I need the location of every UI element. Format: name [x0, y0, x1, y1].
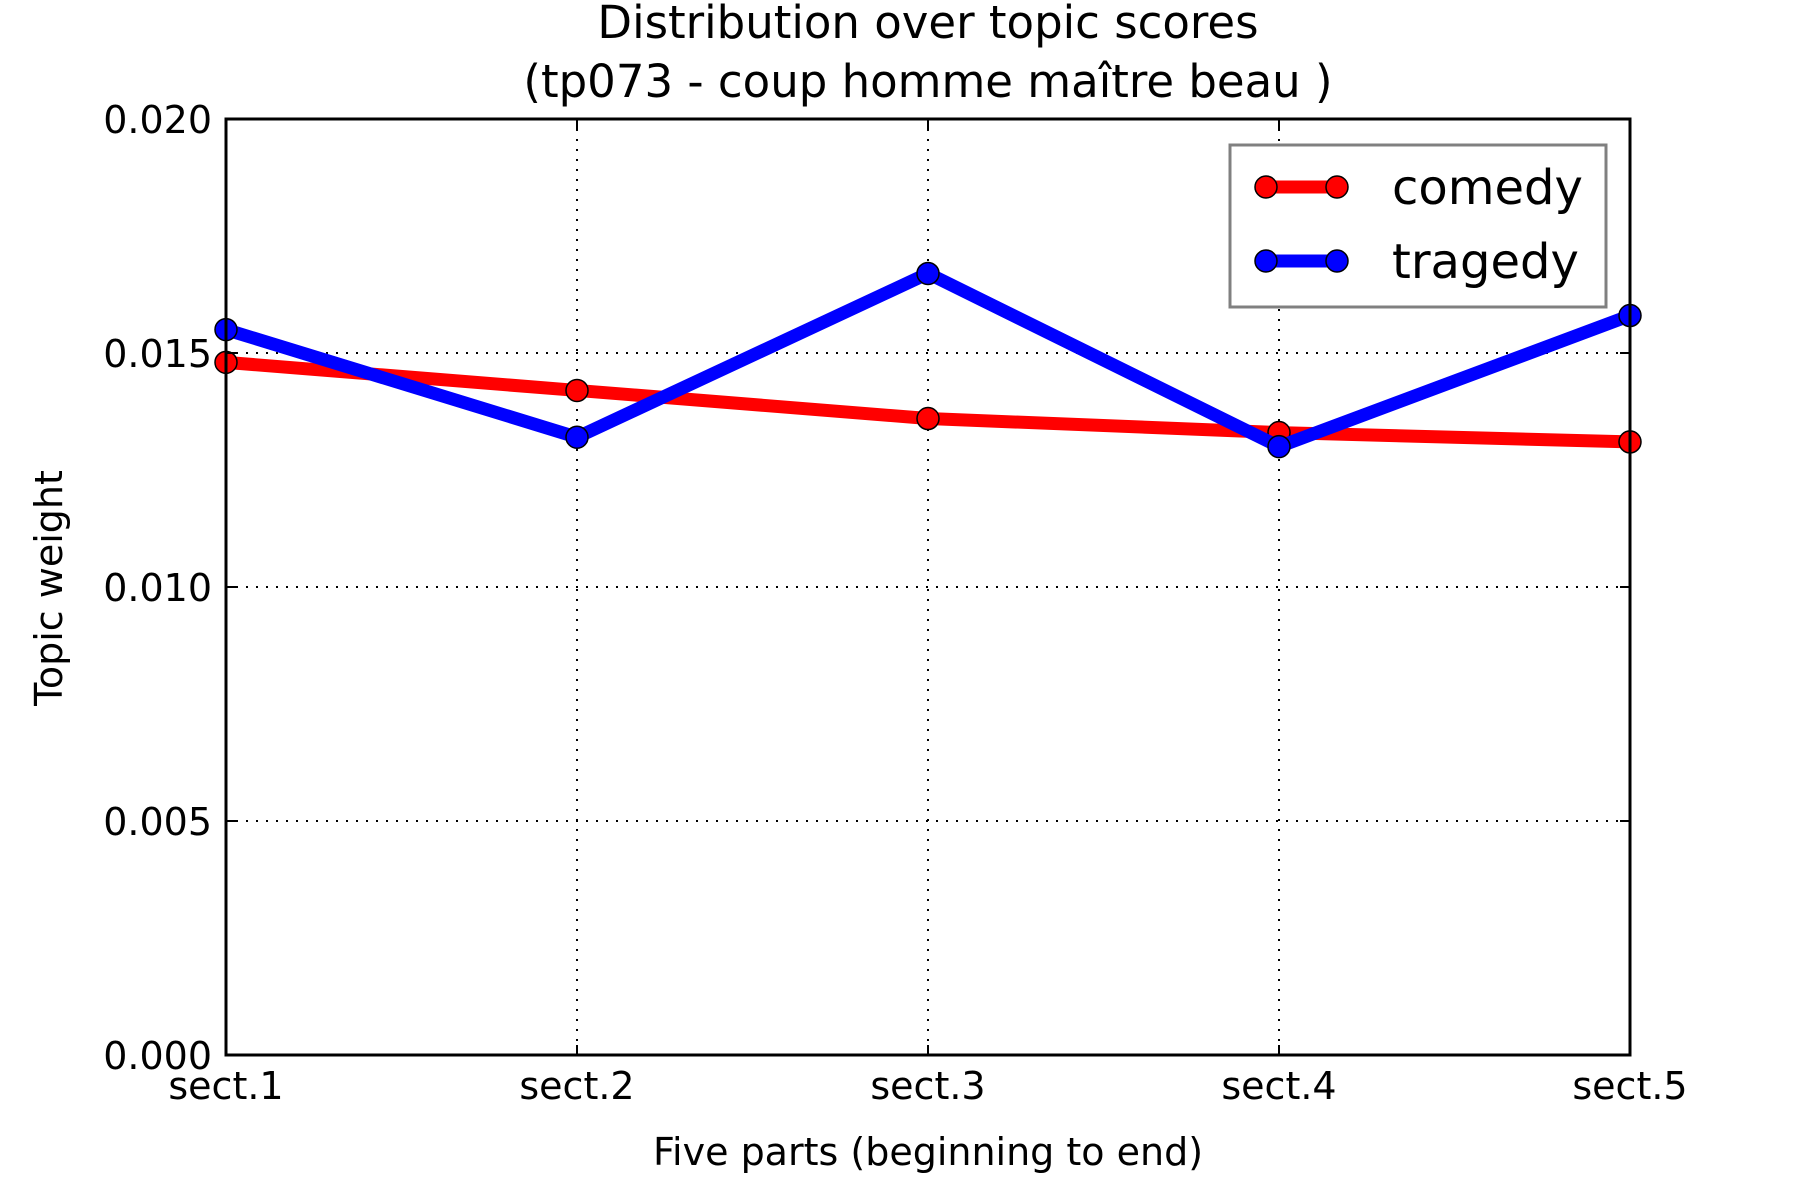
legend-label-comedy: comedy — [1392, 160, 1583, 216]
x-tick-label: sect.1 — [168, 1064, 283, 1108]
x-tick-label: sect.3 — [870, 1064, 985, 1108]
plot-series — [214, 261, 1642, 459]
x-axis-label: Five parts (beginning to end) — [653, 1130, 1203, 1174]
legend-marker-comedy-start — [1254, 175, 1278, 199]
y-tick-label: 0.020 — [103, 98, 212, 142]
y-tick-label: 0.005 — [103, 800, 212, 844]
legend-marker-tragedy-end — [1325, 249, 1349, 273]
legend-label-tragedy: tragedy — [1392, 234, 1579, 290]
data-point-tragedy — [565, 425, 589, 449]
y-axis-tick-labels: 0.000 0.005 0.010 0.015 0.020 — [103, 98, 212, 1078]
chart-subtitle: (tp073 - coup homme maître beau ) — [523, 55, 1332, 108]
y-tick-label: 0.015 — [103, 332, 212, 376]
data-point-tragedy — [1267, 434, 1291, 459]
y-axis-label: Topic weight — [27, 470, 71, 707]
legend-marker-comedy-end — [1325, 175, 1349, 199]
y-tick-label: 0.010 — [103, 566, 212, 610]
legend-frame — [1228, 143, 1608, 309]
chart-title: Distribution over topic scores — [597, 0, 1258, 49]
x-axis-tick-labels: sect.1 sect.2 sect.3 sect.4 sect.5 — [168, 1064, 1687, 1108]
data-point-comedy — [565, 378, 589, 403]
grid-lines — [226, 119, 1630, 1055]
x-tick-label: sect.2 — [519, 1064, 634, 1108]
legend-marker-tragedy-start — [1254, 249, 1278, 273]
data-point-comedy — [916, 406, 940, 431]
legend: comedy tragedy — [1228, 143, 1608, 309]
y-tick-label: 0.000 — [103, 1034, 212, 1078]
data-point-tragedy — [916, 261, 940, 286]
x-tick-label: sect.5 — [1572, 1064, 1687, 1108]
x-tick-label: sect.4 — [1221, 1064, 1336, 1108]
axis-ticks — [225, 118, 1631, 1056]
